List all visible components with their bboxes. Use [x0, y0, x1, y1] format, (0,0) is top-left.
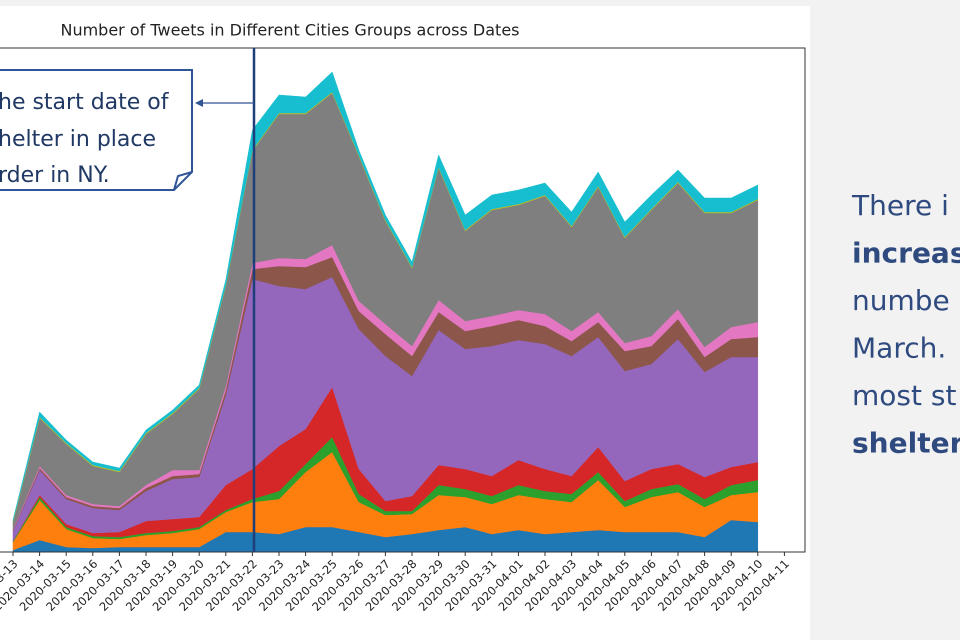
slide-text-line: shelter: [852, 427, 960, 460]
slide-text: There i increas numbe March. most st shelter: [851, 189, 960, 460]
chart-title: Number of Tweets in Different Cities Gro…: [60, 21, 519, 40]
annotation-line: he start date of: [0, 90, 170, 115]
annotation-line: helter in place: [0, 127, 156, 152]
annotation-box: [0, 69, 193, 191]
annotation-arrowhead: [195, 99, 203, 107]
slide-text-line: numbe: [852, 284, 950, 317]
slide-text-line: March.: [852, 332, 946, 365]
slide-text-line: increas: [852, 237, 960, 270]
annotation-fold: [173, 171, 193, 191]
slide-text-line: most st: [852, 379, 956, 412]
plot-frame: [0, 47, 806, 553]
annotation-line: rder in NY.: [0, 163, 110, 188]
plot: [12, 71, 759, 553]
area: [12, 71, 759, 522]
slide-text-line: There i: [851, 189, 949, 222]
